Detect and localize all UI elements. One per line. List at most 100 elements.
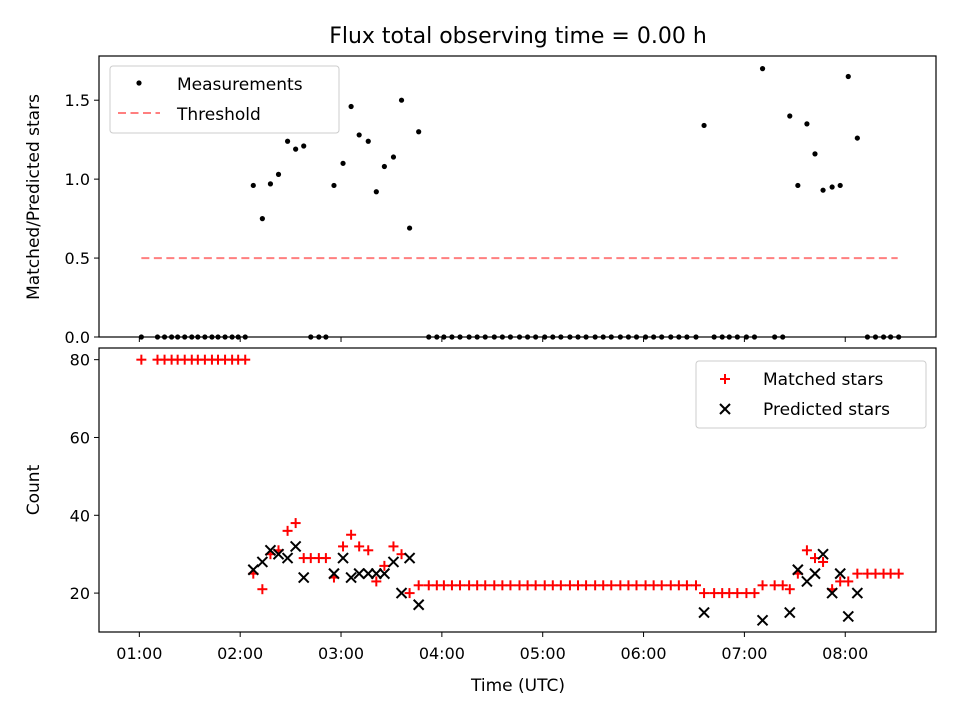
- matched-star-point: [631, 580, 642, 591]
- predicted-star-point: [395, 587, 408, 599]
- top-axes-frame: [98, 55, 937, 338]
- measurement-point: [250, 182, 256, 189]
- legend-matched-label: Matched stars: [763, 370, 883, 390]
- bottom-x-tick-label: 06:00: [620, 644, 666, 663]
- measurement-point: [275, 171, 282, 177]
- bottom-y-tick-label: 20: [70, 584, 90, 603]
- measurement-point: [348, 103, 354, 110]
- matched-star-point: [388, 541, 399, 552]
- top-axis-ticks: 0.0 0.5 1.0 1.5: [65, 91, 846, 347]
- bottom-axis-ticks: 20 40 60 80 01:00 02:00 03:00 04:00 05:00 06:00 07…: [70, 351, 869, 663]
- matched-star-point: [749, 588, 760, 599]
- predicted-star-point: [328, 567, 340, 580]
- bottom-x-tick-label: 03:00: [318, 644, 364, 663]
- matched-star-point: [893, 568, 904, 579]
- bottom-x-tick-label: 01:00: [116, 644, 162, 663]
- measurement-point: [759, 66, 766, 72]
- predicted-star-point: [784, 606, 796, 619]
- predicted-star-point: [412, 599, 425, 611]
- measurement-point: [416, 129, 422, 135]
- matched-star-point: [784, 584, 795, 595]
- matched-star-point: [801, 545, 812, 556]
- measurement-point: [381, 163, 387, 170]
- top-y-tick-label: 1.0: [65, 170, 90, 189]
- measurement-point: [398, 97, 405, 103]
- bottom-x-tick-label: 02:00: [217, 644, 263, 663]
- predicted-star-point: [289, 540, 302, 553]
- bottom-x-tick-label: 04:00: [419, 644, 465, 663]
- bottom-x-tick-label: 05:00: [520, 644, 566, 663]
- bottom-y-tick-label: 80: [70, 351, 90, 370]
- matched-star-point: [363, 545, 374, 556]
- predicted-star-point: [792, 564, 804, 576]
- matched-star-point: [455, 580, 466, 591]
- matched-star-point: [354, 541, 365, 552]
- predicted-star-point: [809, 567, 821, 580]
- matched-star-point: [413, 580, 424, 591]
- bottom-y-tick-label: 60: [70, 428, 90, 447]
- predicted-star-point: [345, 571, 357, 584]
- measurement-point: [301, 143, 307, 149]
- predicted-star-point: [264, 544, 277, 557]
- matched-star-point: [379, 560, 390, 571]
- bottom-panel: 20 40 60 80 01:00 02:00 03:00 04:00 05:00 06:00 07…: [24, 347, 937, 696]
- predicted-star-point: [272, 548, 285, 560]
- matched-star-point: [257, 584, 268, 595]
- matched-star-point: [699, 588, 710, 599]
- matched-star-point: [843, 576, 854, 587]
- predicted-star-point: [298, 571, 310, 584]
- matched-star-point: [852, 568, 863, 579]
- measurement-point: [373, 189, 379, 195]
- matched-star-point: [681, 580, 692, 591]
- top-legend: Measurements Threshold: [109, 65, 340, 134]
- measurement-point: [820, 187, 826, 193]
- measurement-point: [284, 138, 291, 144]
- predicted-star-point: [387, 556, 400, 568]
- measurement-point: [340, 160, 346, 166]
- legend-measurements-label: Measurements: [177, 75, 303, 95]
- legend-matched-marker: [720, 374, 730, 384]
- matched-star-point: [505, 580, 516, 591]
- bottom-legend: Matched stars Predicted stars: [695, 360, 927, 429]
- matched-star-point: [656, 580, 667, 591]
- predicted-star-point: [337, 552, 349, 564]
- matched-star-point: [404, 588, 415, 599]
- measurement-point: [365, 138, 371, 144]
- matched-star-point: [240, 354, 251, 365]
- measurement-point: [854, 135, 860, 141]
- measurement-point: [845, 73, 851, 80]
- matched-star-point: [346, 529, 357, 540]
- matched-star-point: [581, 580, 592, 591]
- legend-predicted-label: Predicted stars: [763, 400, 890, 420]
- predicted-star-point: [851, 587, 864, 599]
- measurement-point: [787, 113, 793, 119]
- top-y-tick-label: 1.5: [65, 91, 90, 110]
- predicted-star-point: [834, 567, 846, 580]
- measurement-point: [804, 121, 810, 127]
- measurement-point: [837, 182, 843, 189]
- matched-star-point: [555, 580, 566, 591]
- bottom-axes-frame: [98, 347, 937, 633]
- counts-layer: [136, 354, 904, 627]
- top-y-tick-label: 0.0: [65, 328, 90, 347]
- predicted-star-point: [378, 567, 391, 580]
- predicted-star-point: [353, 567, 365, 580]
- measurements-layer: [138, 66, 902, 340]
- legend-threshold-label: Threshold: [176, 105, 261, 125]
- predicted-star-point: [403, 552, 416, 564]
- figure-title: Flux total observing time = 0.00 h: [329, 24, 707, 49]
- predicted-star-point: [817, 548, 829, 560]
- predicted-star-point: [698, 606, 710, 619]
- measurement-point: [701, 122, 707, 129]
- measurement-point: [293, 146, 299, 152]
- measurement-point: [795, 182, 801, 189]
- measurement-point: [406, 225, 413, 231]
- matched-star-point: [320, 553, 331, 564]
- top-legend-box: [109, 65, 340, 134]
- matched-star-point: [818, 556, 829, 567]
- measurement-point: [267, 181, 274, 187]
- measurement-point: [331, 182, 337, 189]
- matched-star-point: [757, 580, 768, 591]
- matched-star-point: [282, 525, 293, 536]
- bottom-y-tick-label: 40: [70, 506, 90, 525]
